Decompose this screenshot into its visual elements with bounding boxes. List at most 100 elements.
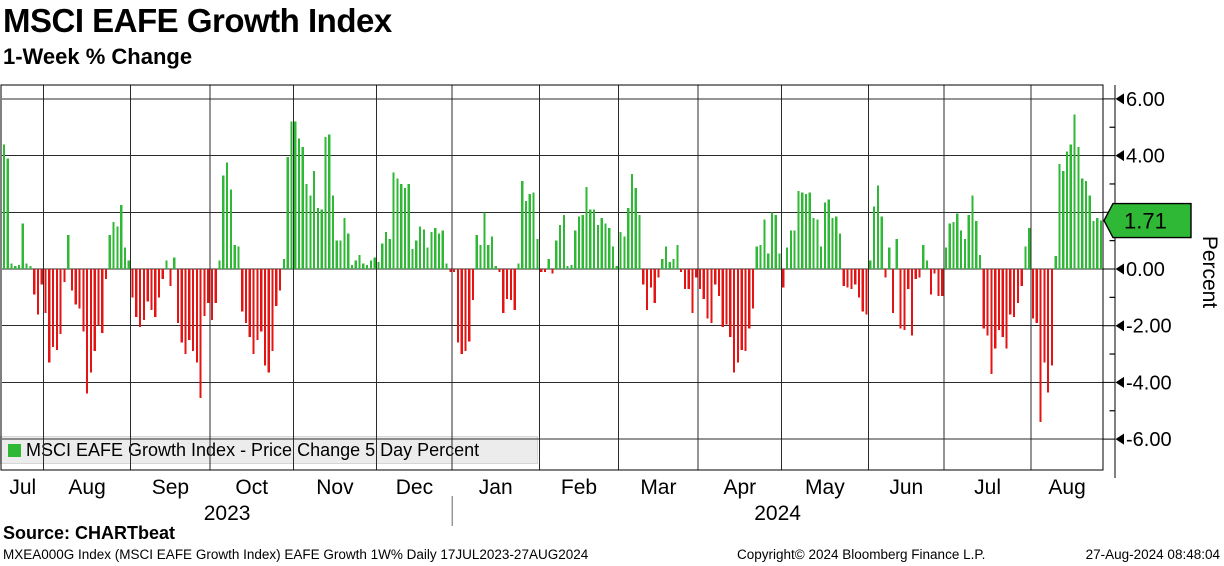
x-axis-month-label: Aug bbox=[68, 476, 105, 499]
bar bbox=[157, 269, 161, 298]
bar bbox=[358, 254, 361, 269]
bar bbox=[48, 269, 51, 363]
page-subtitle: 1-Week % Change bbox=[3, 44, 193, 69]
legend: MSCI EAFE Growth Index - Price Change 5 … bbox=[0, 436, 538, 464]
bar bbox=[1024, 246, 1027, 269]
bar bbox=[290, 121, 293, 269]
bar bbox=[672, 259, 675, 269]
bar bbox=[169, 269, 172, 287]
bar bbox=[453, 269, 456, 272]
bar bbox=[869, 260, 872, 270]
bar bbox=[29, 266, 32, 270]
bar bbox=[918, 269, 921, 278]
bar bbox=[623, 236, 626, 269]
bar bbox=[528, 193, 531, 269]
bar bbox=[793, 230, 796, 269]
bar bbox=[445, 263, 448, 269]
bar bbox=[184, 269, 187, 355]
bar bbox=[540, 269, 543, 272]
bar bbox=[415, 240, 418, 269]
bar bbox=[963, 239, 966, 269]
bar bbox=[842, 269, 845, 287]
x-axis-month-label: Dec bbox=[396, 476, 433, 499]
bar bbox=[642, 269, 645, 285]
bar bbox=[40, 269, 43, 285]
bar bbox=[986, 269, 989, 336]
bar bbox=[778, 253, 781, 269]
bar bbox=[929, 269, 932, 295]
bar bbox=[994, 269, 997, 349]
bar bbox=[229, 189, 232, 269]
bar bbox=[6, 158, 9, 269]
bar bbox=[392, 172, 395, 269]
bar bbox=[1084, 181, 1088, 270]
bar bbox=[426, 247, 429, 269]
bar bbox=[278, 269, 282, 291]
bar bbox=[494, 266, 497, 270]
bar bbox=[10, 263, 13, 269]
bar bbox=[165, 260, 168, 270]
bar bbox=[422, 229, 425, 269]
bar bbox=[948, 223, 951, 269]
bar bbox=[661, 259, 664, 269]
bar bbox=[1020, 269, 1023, 287]
bar bbox=[377, 261, 380, 269]
bar bbox=[1073, 114, 1076, 270]
x-axis-month-label: Aug bbox=[1048, 476, 1085, 499]
bar bbox=[502, 269, 505, 313]
x-axis-month-label: Jun bbox=[889, 476, 923, 499]
source-label: Source: CHARTbeat bbox=[3, 523, 176, 543]
bar bbox=[271, 269, 274, 352]
bar bbox=[797, 191, 800, 269]
bar bbox=[17, 264, 21, 269]
y-tick-label: 0.00 bbox=[1126, 259, 1165, 281]
bar bbox=[1028, 227, 1031, 269]
bar bbox=[1035, 269, 1038, 323]
bar bbox=[309, 195, 312, 269]
bar bbox=[210, 269, 214, 321]
bar bbox=[1016, 269, 1019, 304]
bar bbox=[173, 257, 176, 269]
bar bbox=[960, 230, 963, 269]
bar bbox=[1092, 220, 1095, 270]
bar bbox=[509, 269, 512, 301]
bar bbox=[691, 269, 694, 313]
y-tick-label: -2.00 bbox=[1126, 316, 1172, 338]
bar bbox=[562, 215, 565, 269]
bar bbox=[112, 222, 115, 269]
bar bbox=[282, 259, 285, 269]
bar bbox=[139, 269, 142, 328]
bar bbox=[543, 269, 547, 272]
bar bbox=[294, 121, 297, 269]
bar bbox=[55, 269, 58, 350]
bar bbox=[589, 209, 592, 270]
bar bbox=[1039, 269, 1042, 423]
bar bbox=[804, 193, 808, 269]
bar bbox=[789, 230, 792, 269]
bar bbox=[566, 266, 569, 270]
bar bbox=[483, 212, 486, 269]
bar bbox=[736, 269, 739, 363]
bar bbox=[63, 269, 66, 282]
bar bbox=[880, 216, 883, 269]
footer-meta-left: MXEA000G Index (MSCI EAFE Growth Index) … bbox=[3, 547, 589, 562]
bar bbox=[558, 225, 562, 269]
bar bbox=[188, 269, 191, 340]
bar bbox=[899, 269, 902, 329]
bar bbox=[381, 243, 384, 270]
bar bbox=[1077, 147, 1080, 269]
bar bbox=[108, 234, 111, 269]
bar bbox=[891, 269, 895, 313]
bar bbox=[411, 249, 414, 269]
bar bbox=[846, 269, 849, 288]
bar bbox=[256, 269, 259, 340]
bar-series bbox=[2, 114, 1103, 423]
x-axis-month-label: Sep bbox=[152, 476, 189, 499]
bar bbox=[78, 269, 81, 309]
bar bbox=[585, 186, 588, 269]
bar bbox=[331, 195, 335, 269]
bar bbox=[1043, 269, 1046, 363]
bar bbox=[710, 269, 713, 323]
bar bbox=[475, 234, 478, 269]
bar bbox=[555, 240, 558, 269]
